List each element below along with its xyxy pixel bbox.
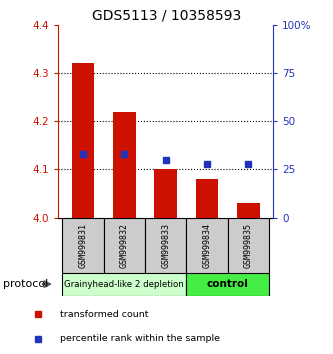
Bar [72,63,95,218]
Bar [228,218,269,273]
Bar [62,273,186,296]
Bar [113,112,136,218]
Bar [195,179,218,218]
Text: protocol: protocol [3,279,49,289]
Text: percentile rank within the sample: percentile rank within the sample [60,334,219,343]
Bar [186,218,228,273]
Text: GSM999832: GSM999832 [120,223,129,268]
Text: GSM999831: GSM999831 [79,223,88,268]
Text: transformed count: transformed count [60,310,148,319]
Text: control: control [207,279,248,289]
Text: GSM999833: GSM999833 [161,223,170,268]
Text: GSM999835: GSM999835 [244,223,253,268]
Text: GDS5113 / 10358593: GDS5113 / 10358593 [92,9,241,23]
Bar [154,170,177,218]
Text: GSM999834: GSM999834 [202,223,211,268]
Bar [104,218,145,273]
Text: Grainyhead-like 2 depletion: Grainyhead-like 2 depletion [65,280,184,289]
Bar [62,218,104,273]
Bar [237,203,260,218]
Bar [145,218,186,273]
Bar [186,273,269,296]
